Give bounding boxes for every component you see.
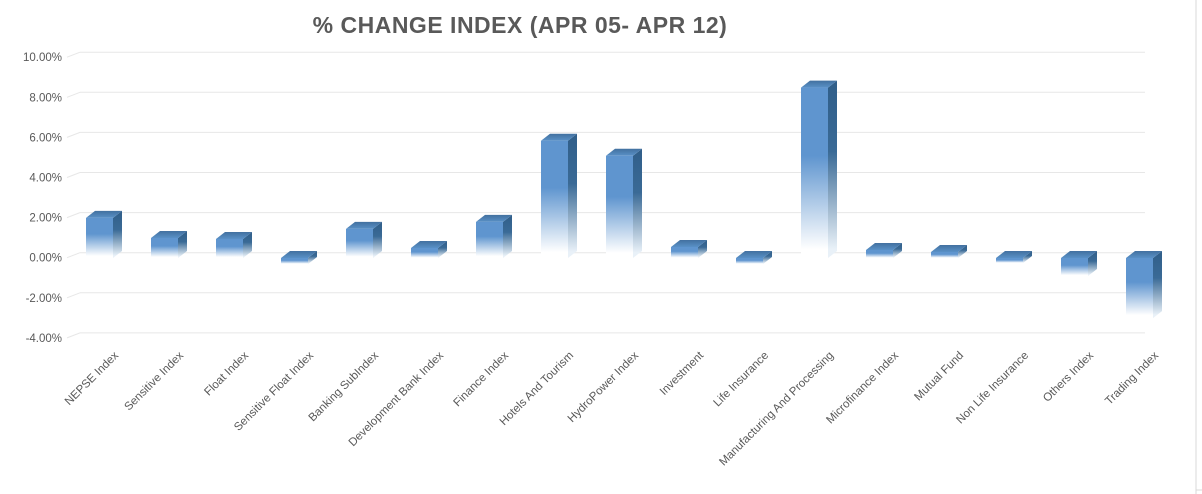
- gridline-perspective-connector: [66, 51, 81, 58]
- bar-side-face: [178, 230, 187, 258]
- bar-side-face: [1023, 251, 1032, 264]
- gridline-perspective-connector: [66, 172, 81, 178]
- bar-top-face: [671, 239, 707, 247]
- bar-side-face: [698, 239, 707, 258]
- x-axis-category-label: Microfinance Index: [824, 349, 901, 426]
- gridline-perspective-connector: [66, 212, 81, 219]
- bar-top-face: [86, 210, 122, 218]
- bar-side-face: [893, 242, 902, 258]
- y-axis-tick-label: -2.00%: [26, 293, 62, 305]
- x-axis-category-label: Investment: [658, 349, 707, 398]
- bar-front-face: [996, 258, 1023, 264]
- bar-side-face: [1088, 251, 1097, 277]
- bar-front-face: [801, 87, 828, 258]
- bar-side-face: [438, 240, 447, 258]
- bar-side-face: [763, 251, 772, 265]
- bar-side-face: [308, 251, 317, 265]
- gridline-perspective-connector: [66, 292, 81, 299]
- gridline-perspective-connector: [66, 332, 81, 339]
- y-axis-tick-label: 4.00%: [29, 173, 62, 185]
- bar-side-face: [503, 214, 512, 258]
- bar-top-face: [866, 242, 902, 250]
- bar-front-face: [151, 237, 178, 258]
- bar-side-face: [958, 244, 967, 258]
- bar-top-face: [606, 148, 642, 156]
- bar-top-face: [996, 251, 1032, 258]
- gridline-perspective-connector: [66, 91, 81, 98]
- bar-top-face: [1061, 251, 1097, 258]
- x-axis-category-label: Float Index: [202, 349, 251, 398]
- bar-side-face: [828, 80, 837, 258]
- bar-front-face: [866, 249, 893, 258]
- bar-front-face: [1126, 258, 1153, 319]
- bar-front-face: [86, 217, 113, 258]
- bar-top-face: [1126, 251, 1162, 258]
- y-axis-tick-label: 2.00%: [29, 213, 62, 225]
- x-axis-category-label: Trading Index: [1103, 349, 1161, 407]
- gridline-perspective-connector: [66, 131, 81, 138]
- bar-side-face: [373, 221, 382, 258]
- y-axis-tick-label: 10.00%: [23, 52, 62, 64]
- bar-front-face: [931, 251, 958, 258]
- bar-front-face: [476, 221, 503, 258]
- bar-top-face: [541, 133, 577, 141]
- bar-side-face: [113, 210, 122, 258]
- bar-top-face: [931, 244, 967, 252]
- bar-front-face: [281, 258, 308, 265]
- bar-front-face: [216, 238, 243, 258]
- x-axis-category-label: Hotels And Tourism: [498, 350, 576, 428]
- x-axis-category-label: Banking SubIndex: [307, 349, 382, 424]
- bar-front-face: [736, 258, 763, 265]
- x-axis-category-label: NEPSE Index: [63, 349, 121, 407]
- bar-front-face: [541, 140, 568, 258]
- bar-side-face: [633, 148, 642, 258]
- bar-side-face: [1153, 251, 1162, 319]
- x-axis-category-label: Mutual Fund: [912, 350, 966, 404]
- bar-top-face: [476, 214, 512, 222]
- bar-top-face: [216, 231, 252, 239]
- y-axis-tick-label: 6.00%: [29, 132, 62, 144]
- bar-top-face: [281, 251, 317, 258]
- x-axis-category-label: Finance Index: [452, 349, 512, 409]
- x-axis-category-label: HydroPower Index: [566, 349, 642, 425]
- y-axis-tick-label: -4.00%: [26, 333, 62, 345]
- bar-top-face: [736, 251, 772, 258]
- bar-front-face: [1061, 258, 1088, 277]
- x-axis-category-label: Manufacturing And Processing: [717, 350, 836, 469]
- bar-side-face: [568, 133, 577, 258]
- gridline-perspective-connector: [66, 252, 81, 259]
- bar-front-face: [346, 228, 373, 258]
- bar-front-face: [606, 155, 633, 258]
- x-axis-category-label: Sensitive Index: [122, 349, 186, 413]
- bar-side-face: [243, 231, 252, 258]
- x-axis-category-label: Non Life Insurance: [954, 350, 1031, 427]
- y-axis-tick-label: 8.00%: [29, 92, 62, 104]
- bar-top-face: [411, 240, 447, 248]
- y-axis-tick-label: 0.00%: [29, 253, 62, 265]
- bar-front-face: [671, 246, 698, 258]
- bar-top-face: [151, 230, 187, 238]
- bar-top-face: [346, 221, 382, 229]
- bar-front-face: [411, 247, 438, 258]
- bar-top-face: [801, 80, 837, 88]
- x-axis-category-label: Others Index: [1041, 349, 1096, 404]
- x-axis-category-label: Life Insurance: [712, 350, 772, 410]
- chart-title: % CHANGE INDEX (APR 05- APR 12): [312, 12, 728, 38]
